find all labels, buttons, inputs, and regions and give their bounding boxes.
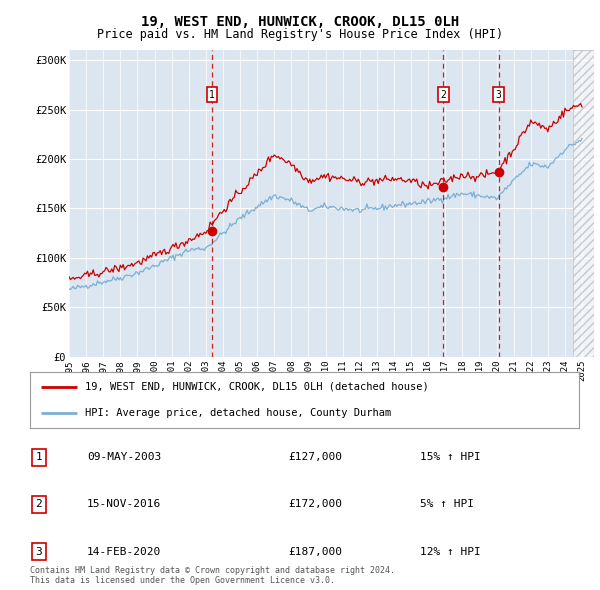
Text: 19, WEST END, HUNWICK, CROOK, DL15 0LH: 19, WEST END, HUNWICK, CROOK, DL15 0LH [141, 15, 459, 29]
Text: 14-FEB-2020: 14-FEB-2020 [87, 547, 161, 556]
Text: 2: 2 [440, 90, 446, 100]
Text: Price paid vs. HM Land Registry's House Price Index (HPI): Price paid vs. HM Land Registry's House … [97, 28, 503, 41]
Text: Contains HM Land Registry data © Crown copyright and database right 2024.
This d: Contains HM Land Registry data © Crown c… [30, 566, 395, 585]
Text: £172,000: £172,000 [288, 500, 342, 509]
Text: £127,000: £127,000 [288, 453, 342, 462]
Text: 2: 2 [35, 500, 43, 509]
Text: £187,000: £187,000 [288, 547, 342, 556]
Text: 3: 3 [35, 547, 43, 556]
Text: 3: 3 [496, 90, 502, 100]
Text: 5% ↑ HPI: 5% ↑ HPI [420, 500, 474, 509]
Text: 19, WEST END, HUNWICK, CROOK, DL15 0LH (detached house): 19, WEST END, HUNWICK, CROOK, DL15 0LH (… [85, 382, 428, 392]
Text: 1: 1 [209, 90, 215, 100]
Text: 15-NOV-2016: 15-NOV-2016 [87, 500, 161, 509]
Text: 15% ↑ HPI: 15% ↑ HPI [420, 453, 481, 462]
Text: HPI: Average price, detached house, County Durham: HPI: Average price, detached house, Coun… [85, 408, 391, 418]
Text: 12% ↑ HPI: 12% ↑ HPI [420, 547, 481, 556]
Text: 09-MAY-2003: 09-MAY-2003 [87, 453, 161, 462]
Text: 1: 1 [35, 453, 43, 462]
